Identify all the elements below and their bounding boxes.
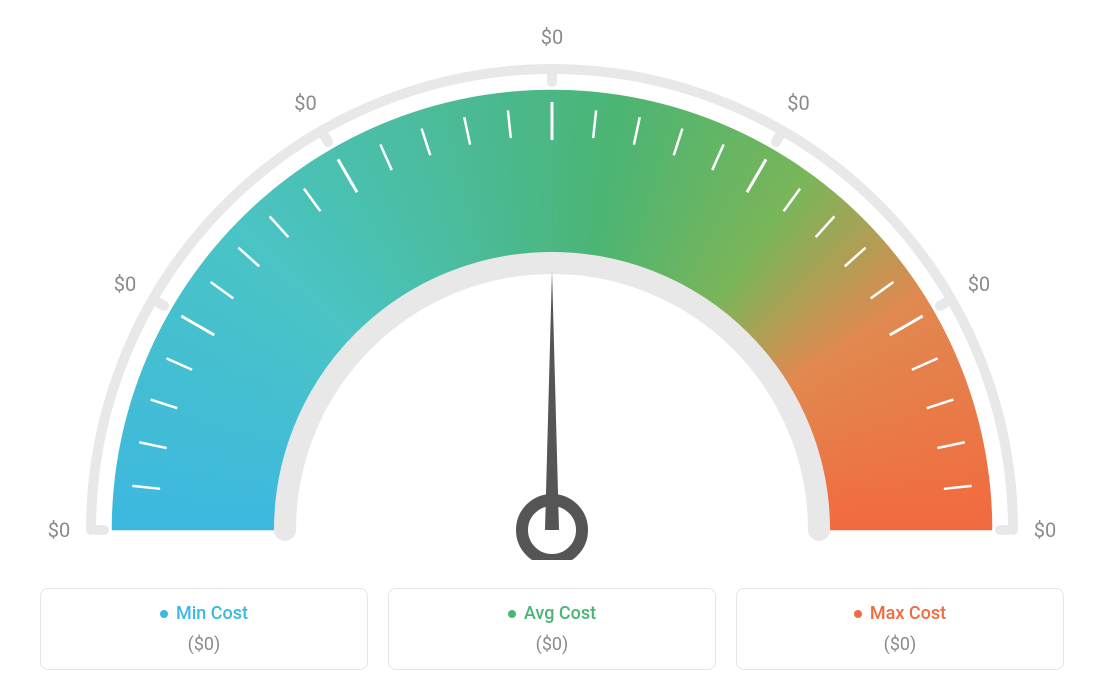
legend-row: Min Cost ($0) Avg Cost ($0) Max Cost ($0)	[0, 588, 1104, 670]
gauge-needle	[545, 270, 559, 530]
outer-notch	[940, 302, 947, 306]
gauge-tick-label: $0	[294, 91, 316, 115]
legend-dot-icon	[854, 610, 862, 618]
legend-title-row: Min Cost	[51, 603, 357, 624]
legend-card: Max Cost ($0)	[736, 588, 1064, 670]
gauge-tick-label: $0	[968, 272, 990, 296]
legend-title-row: Avg Cost	[399, 603, 705, 624]
legend-dot-icon	[508, 610, 516, 618]
legend-title: Avg Cost	[524, 603, 596, 624]
gauge-tick-label: $0	[48, 518, 70, 542]
legend-value: ($0)	[399, 634, 705, 655]
outer-notch	[157, 302, 164, 306]
gauge-tick-label: $0	[787, 91, 809, 115]
gauge-tick-label: $0	[1034, 518, 1056, 542]
legend-card: Avg Cost ($0)	[388, 588, 716, 670]
gauge-container: $0 $0 $0 $0 $0 $0 $0	[0, 0, 1104, 560]
legend-value: ($0)	[51, 634, 357, 655]
gauge-svg	[0, 0, 1104, 560]
outer-notch	[324, 135, 328, 142]
gauge-tick-label: $0	[114, 272, 136, 296]
legend-title: Min Cost	[176, 603, 248, 624]
legend-title-row: Max Cost	[747, 603, 1053, 624]
legend-card: Min Cost ($0)	[40, 588, 368, 670]
legend-value: ($0)	[747, 634, 1053, 655]
legend-title: Max Cost	[870, 603, 946, 624]
gauge-tick-label: $0	[541, 25, 563, 49]
outer-notch	[776, 135, 780, 142]
legend-dot-icon	[160, 610, 168, 618]
